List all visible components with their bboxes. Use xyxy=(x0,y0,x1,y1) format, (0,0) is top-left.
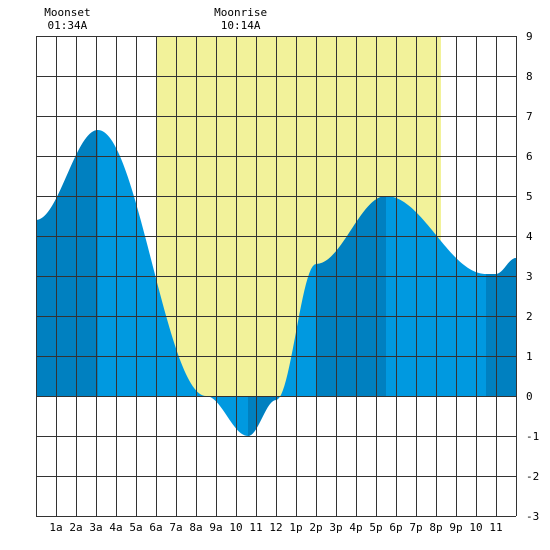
moon-event-label: Moonset xyxy=(44,6,90,19)
x-tick-label: 4a xyxy=(109,521,122,534)
y-tick-label: 2 xyxy=(526,310,533,323)
x-tick-label: 8a xyxy=(189,521,202,534)
x-tick-label: 11 xyxy=(249,521,262,534)
y-tick-label: 5 xyxy=(526,190,533,203)
y-tick-label: 9 xyxy=(526,30,533,43)
x-tick-label: 2a xyxy=(69,521,82,534)
x-tick-label: 8p xyxy=(429,521,442,534)
x-tick-label: 5a xyxy=(129,521,142,534)
moon-event-time: 10:14A xyxy=(221,19,261,32)
y-tick-label: -1 xyxy=(526,430,539,443)
y-tick-label: -3 xyxy=(526,510,539,523)
x-tick-label: 10 xyxy=(229,521,242,534)
tide-dark-band-2 xyxy=(248,396,276,436)
x-tick-label: 10 xyxy=(469,521,482,534)
grid-lines xyxy=(36,36,517,517)
moon-event-time: 01:34A xyxy=(48,19,88,32)
x-tick-label: 9p xyxy=(449,521,462,534)
x-tick-label: 1a xyxy=(49,521,62,534)
x-tick-label: 5p xyxy=(369,521,382,534)
y-tick-label: 4 xyxy=(526,230,533,243)
y-axis-labels: -3 -2 -1 0 1 2 3 4 5 6 7 8 9 xyxy=(526,30,539,523)
x-tick-label: 12 xyxy=(269,521,282,534)
x-tick-label: 3p xyxy=(329,521,342,534)
x-tick-label: 3a xyxy=(89,521,102,534)
y-tick-label: 8 xyxy=(526,70,533,83)
tide-dark-band-4 xyxy=(486,258,516,396)
x-tick-label: 6a xyxy=(149,521,162,534)
tide-dark-bands xyxy=(36,130,516,436)
x-tick-label: 6p xyxy=(389,521,402,534)
moon-event-label: Moonrise xyxy=(214,6,267,19)
y-tick-label: 7 xyxy=(526,110,533,123)
y-tick-label: 3 xyxy=(526,270,533,283)
x-tick-label: 7p xyxy=(409,521,422,534)
y-tick-label: 0 xyxy=(526,390,533,403)
tide-dark-band-3 xyxy=(316,196,386,396)
x-tick-label: 4p xyxy=(349,521,362,534)
y-tick-label: -2 xyxy=(526,470,539,483)
x-tick-label: 9a xyxy=(209,521,222,534)
y-tick-label: 6 xyxy=(526,150,533,163)
x-tick-label: 2p xyxy=(309,521,322,534)
x-tick-label: 11 xyxy=(489,521,502,534)
x-tick-label: 1p xyxy=(289,521,302,534)
x-tick-label: 7a xyxy=(169,521,182,534)
x-axis-labels: 1a 2a 3a 4a 5a 6a 7a 8a 9a 10 11 12 1p 2p 3p 4p 5p 6p 7p 8p… xyxy=(49,521,502,534)
y-tick-label: 1 xyxy=(526,350,533,363)
